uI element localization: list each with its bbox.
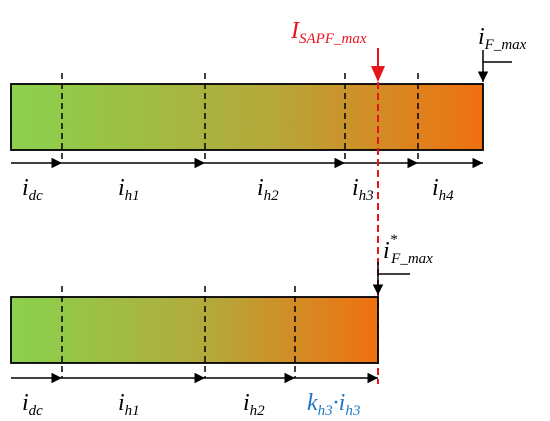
- top-bar: [10, 83, 484, 151]
- bottom-label-h2: ih2: [243, 390, 265, 419]
- red-marker-label: ISAPF_max: [290, 18, 367, 47]
- bottom-end-marker-label: i* F_max: [383, 232, 433, 267]
- top-end-marker-label: iF_max: [478, 24, 527, 53]
- red-marker-group: ISAPF_max: [290, 18, 385, 384]
- top-label-h3: ih3: [352, 175, 374, 204]
- top-label-h4: ih4: [432, 175, 454, 204]
- bottom-bar-group: idc ih1 ih2 kh3·ih3 i* F_max: [10, 232, 433, 419]
- top-label-h1: ih1: [118, 175, 140, 204]
- bottom-label-dc: idc: [22, 390, 43, 419]
- top-label-dc: idc: [22, 175, 43, 204]
- bottom-label-h1: ih1: [118, 390, 140, 419]
- red-marker-arrowhead: [371, 66, 385, 82]
- top-label-h2: ih2: [257, 175, 279, 204]
- bottom-label-scaled-h3: kh3·ih3: [307, 390, 360, 419]
- top-bar-group: idc ih1 ih2 ih3 ih4 iF_max: [10, 24, 527, 204]
- bottom-bar: [10, 296, 379, 364]
